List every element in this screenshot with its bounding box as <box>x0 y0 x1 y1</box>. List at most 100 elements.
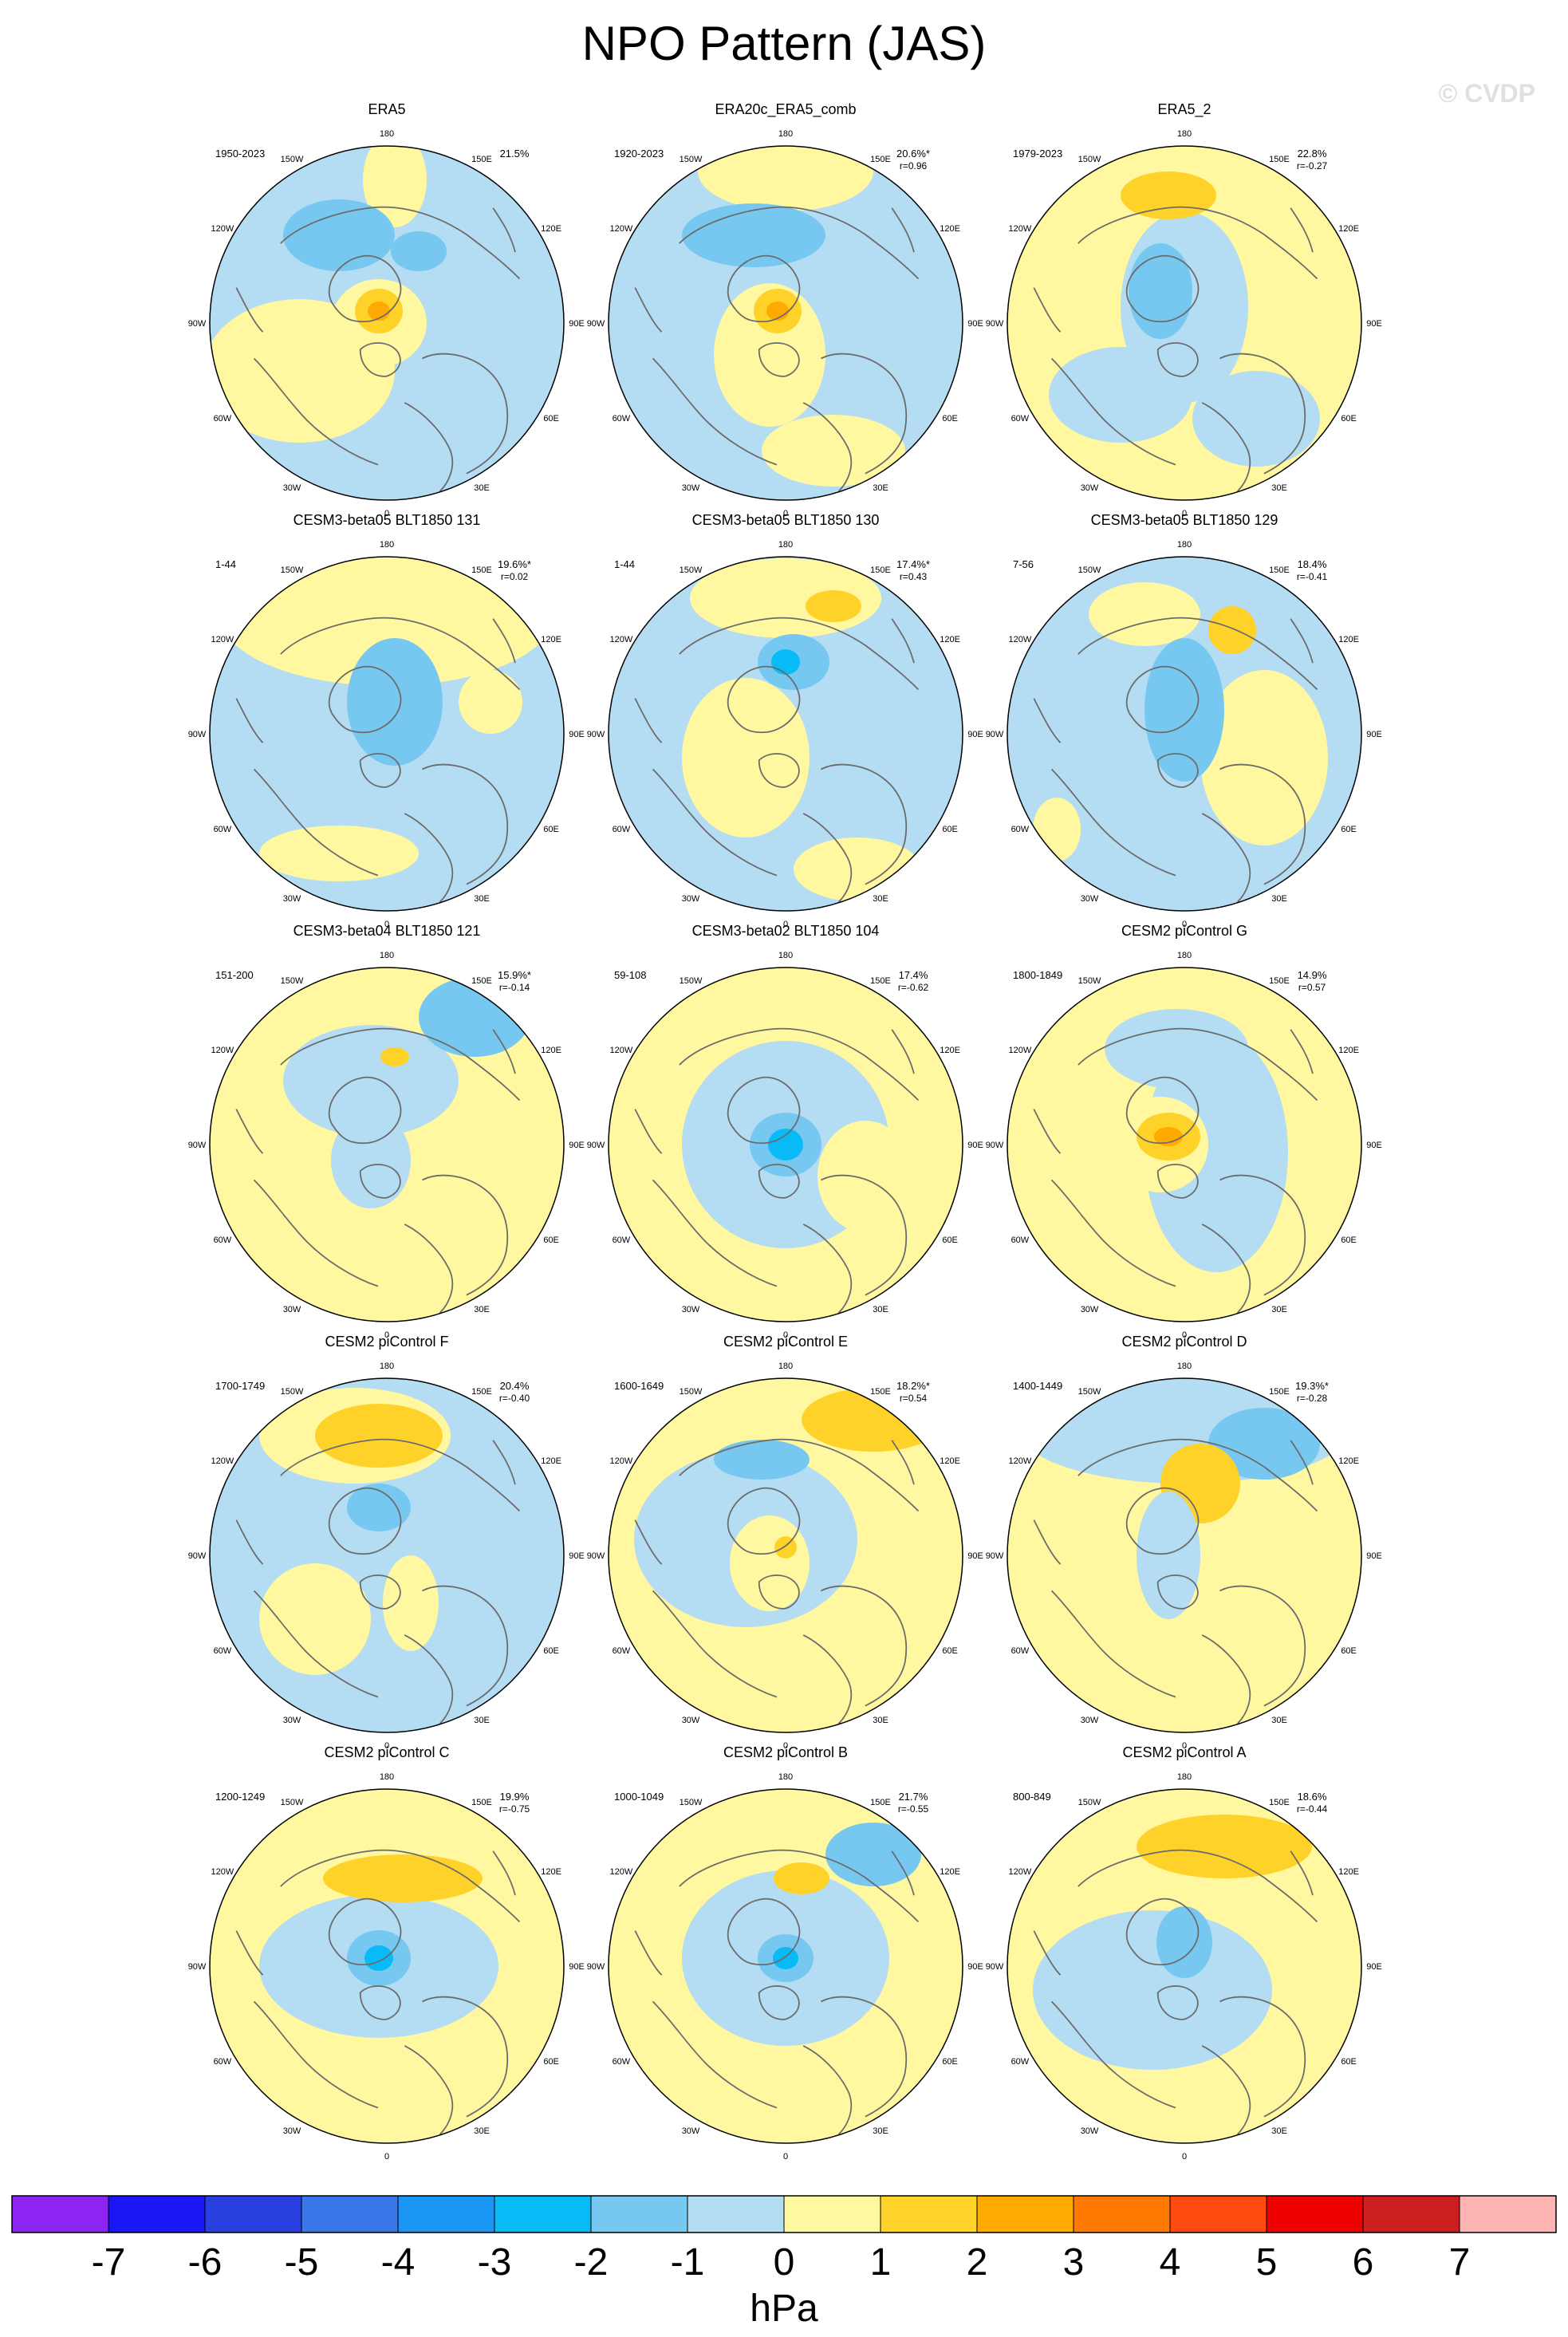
map-border <box>209 556 565 912</box>
anomaly-region <box>331 1113 411 1208</box>
colorbar-swatch <box>108 2196 206 2233</box>
longitude-label: 180 <box>1177 1772 1192 1782</box>
anomaly-region <box>323 1854 483 1902</box>
map-panel: CESM3-beta05 BLT1850 129 7-56 18.4%r=-0.41… <box>986 512 1382 929</box>
longitude-label: 120W <box>211 1867 234 1877</box>
longitude-label: 30E <box>873 1305 888 1314</box>
colorbar-swatch <box>784 2196 881 2233</box>
longitude-label: 120W <box>1009 1867 1032 1877</box>
panel-correlation: r=-0.75 <box>499 1803 530 1815</box>
map-border <box>1007 556 1362 912</box>
panel-period: 1400-1449 <box>1013 1380 1062 1392</box>
anomaly-shading <box>210 557 564 911</box>
panel-period: 1920-2023 <box>614 148 664 160</box>
longitude-label: 60E <box>942 825 958 834</box>
anomaly-region <box>1144 1033 1288 1272</box>
anomaly-region <box>363 146 427 227</box>
panel-percent: 22.8% <box>1298 148 1327 160</box>
longitude-label: 90W <box>986 1141 1004 1150</box>
colorbar-tick-label: 0 <box>774 2241 795 2284</box>
anomaly-region <box>364 1945 393 1971</box>
longitude-label: 60W <box>613 1235 631 1245</box>
anomaly-shading <box>609 146 963 500</box>
longitude-label: 90E <box>569 730 585 739</box>
longitude-label: 90E <box>967 1141 983 1150</box>
anomaly-region <box>1208 1408 1320 1480</box>
anomaly-region <box>1154 1127 1183 1146</box>
longitude-label: 60W <box>214 2057 232 2067</box>
map-panel: CESM2 piControl E 1600-1649 18.2%*r=0.54 18… <box>587 1334 983 1751</box>
longitude-label: 60E <box>942 1235 958 1245</box>
map-panel: CESM3-beta02 BLT1850 104 59-108 17.4%r=-0.… <box>587 923 983 1340</box>
panel-correlation: r=0.43 <box>900 571 928 582</box>
panel-percent: 19.9% <box>500 1791 530 1803</box>
anomaly-region <box>682 203 825 267</box>
longitude-label: 180 <box>380 951 394 960</box>
anomaly-shading <box>1007 1378 1361 1732</box>
longitude-label: 90E <box>967 730 983 739</box>
longitude-label: 60E <box>1341 1646 1357 1656</box>
panel-period: 7-56 <box>1013 558 1034 570</box>
longitude-label: 90E <box>967 1962 983 1972</box>
longitude-label: 90E <box>569 1962 585 1972</box>
longitude-label: 30E <box>1271 894 1287 904</box>
longitude-label: 150E <box>870 976 891 986</box>
longitude-label: 150E <box>471 1387 492 1397</box>
anomaly-shading <box>1007 1789 1361 2143</box>
longitude-label: 150W <box>281 1387 304 1397</box>
map-panel: CESM2 piControl F 1700-1749 20.4%r=-0.40 18… <box>188 1334 585 1751</box>
colorbar-swatch <box>687 2196 785 2233</box>
map-border <box>608 1377 963 1733</box>
longitude-label: 150W <box>281 155 304 164</box>
longitude-label: 180 <box>380 129 394 139</box>
anomaly-region <box>1156 1906 1212 1978</box>
anomaly-region <box>380 1047 409 1066</box>
longitude-label: 150W <box>1078 155 1101 164</box>
longitude-label: 120E <box>1338 635 1359 644</box>
panel-correlation: r=-0.28 <box>1297 1393 1328 1404</box>
longitude-label: 0 <box>1182 1330 1187 1340</box>
longitude-label: 150E <box>870 155 891 164</box>
longitude-label: 0 <box>384 509 389 518</box>
anomaly-region <box>762 415 905 487</box>
anomaly-region <box>774 1862 829 1894</box>
longitude-label: 120E <box>541 1456 561 1466</box>
longitude-label: 120E <box>541 1867 561 1877</box>
longitude-label: 60W <box>1011 1235 1030 1245</box>
longitude-label: 60E <box>1341 1235 1357 1245</box>
longitude-label: 90E <box>1366 730 1382 739</box>
panel-title: CESM2 piControl C <box>324 1744 449 1760</box>
longitude-label: 150E <box>1269 976 1290 986</box>
panel-correlation: r=0.96 <box>900 160 928 171</box>
longitude-label: 120E <box>1338 1456 1359 1466</box>
panel-title: CESM2 piControl E <box>723 1334 848 1350</box>
longitude-label: 90W <box>587 730 605 739</box>
longitude-label: 150W <box>1078 566 1101 575</box>
map-border <box>1007 967 1362 1322</box>
longitude-label: 60E <box>543 414 559 424</box>
longitude-label: 150E <box>870 566 891 575</box>
longitude-label: 90W <box>188 1962 207 1972</box>
anomaly-shading <box>609 557 963 911</box>
longitude-label: 180 <box>1177 951 1192 960</box>
longitude-label: 150W <box>680 976 703 986</box>
panel-title: CESM2 piControl F <box>325 1334 448 1350</box>
anomaly-region <box>768 1129 803 1161</box>
anomaly-shading <box>210 1378 564 1732</box>
colorbar-tick-label: 1 <box>870 2241 892 2284</box>
colorbar-swatch <box>881 2196 978 2233</box>
longitude-label: 30W <box>283 1305 301 1314</box>
map-border <box>608 967 963 1322</box>
panel-period: 1-44 <box>614 558 635 570</box>
longitude-label: 30E <box>873 1716 888 1725</box>
anomaly-region <box>698 146 873 211</box>
longitude-label: 30W <box>1081 1716 1099 1725</box>
panel-percent: 15.9%* <box>498 969 531 981</box>
anomaly-region <box>1033 798 1081 861</box>
anomaly-region <box>459 670 522 734</box>
anomaly-region <box>347 638 443 766</box>
panel-percent: 19.3%* <box>1295 1380 1329 1392</box>
anomaly-region <box>347 1484 411 1531</box>
colorbar-tick-label: -3 <box>478 2241 512 2284</box>
longitude-label: 150E <box>471 155 492 164</box>
